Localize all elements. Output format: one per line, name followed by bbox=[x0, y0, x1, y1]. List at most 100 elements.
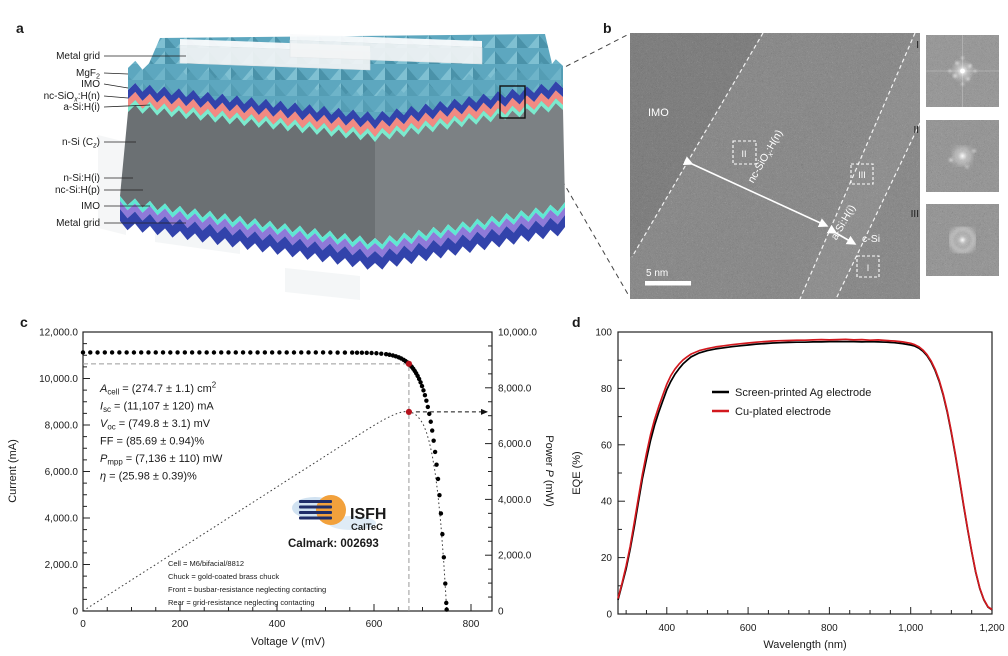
logo-isfh-text: ISFH bbox=[350, 506, 386, 523]
label-ncsih: nc-Si:H(p) bbox=[55, 185, 100, 196]
iv-curve-points bbox=[80, 350, 449, 612]
svg-text:12,000.0: 12,000.0 bbox=[39, 328, 78, 339]
panel-a-leader-lines bbox=[103, 55, 186, 224]
tem-box-label-iii: III bbox=[858, 170, 866, 180]
power-curve bbox=[82, 410, 448, 612]
svg-text:1,000: 1,000 bbox=[898, 623, 923, 634]
param-area: Acell = (274.7 ± 1.1) cm2 bbox=[99, 381, 216, 397]
d-ticks bbox=[618, 331, 973, 614]
svg-text:6,000.0: 6,000.0 bbox=[498, 439, 532, 450]
scale-bar bbox=[645, 281, 691, 286]
tem-label-csi: c-Si bbox=[862, 233, 880, 245]
layer-boundary-lines bbox=[631, 32, 921, 300]
svg-text:4,000.0: 4,000.0 bbox=[498, 495, 532, 506]
eqe-chart: 400 600 800 1,000 1,200 0 20 40 60 80 100 bbox=[595, 328, 1005, 635]
svg-text:2,000.0: 2,000.0 bbox=[45, 560, 79, 571]
panel-d-letter: d bbox=[572, 314, 581, 330]
svg-text:10,000.0: 10,000.0 bbox=[39, 374, 78, 385]
param-voc: Voc = (749.8 ± 3.1) mV bbox=[100, 418, 211, 432]
svg-text:200: 200 bbox=[172, 619, 189, 630]
svg-text:4,000.0: 4,000.0 bbox=[45, 514, 79, 525]
zoom-region-box bbox=[499, 85, 526, 119]
label-mgf2: MgF2 bbox=[76, 68, 100, 81]
legend-label-ag: Screen-printed Ag electrode bbox=[735, 387, 871, 399]
d-tick-labels: 400 600 800 1,000 1,200 0 20 40 60 80 100 bbox=[595, 328, 1005, 635]
fft-inset-iii bbox=[926, 204, 999, 276]
svg-text:0: 0 bbox=[606, 610, 612, 621]
label-metal-grid-bottom: Metal grid bbox=[56, 218, 100, 229]
label-nsi-cz: n-Si (Cz) bbox=[62, 137, 100, 150]
param-isc: Isc = (11,107 ± 120) mA bbox=[100, 401, 214, 415]
svg-text:1,200: 1,200 bbox=[979, 623, 1004, 634]
d-xaxis-title: Wavelength (nm) bbox=[763, 639, 846, 651]
cell-parameters: Acell = (274.7 ± 1.1) cm2 Isc = (11,107 … bbox=[99, 381, 223, 483]
svg-text:8,000.0: 8,000.0 bbox=[45, 421, 79, 432]
svg-text:600: 600 bbox=[366, 619, 383, 630]
panel-a-letter: a bbox=[16, 20, 24, 36]
tem-box-label-i: I bbox=[867, 263, 870, 273]
footnote-cell: Cell = M6/bifacial/8812 bbox=[168, 559, 244, 568]
label-ncsiox: nc-SiOx:H(n) bbox=[44, 91, 100, 104]
fft-inset-i bbox=[926, 35, 999, 107]
solar-cell-schematic bbox=[98, 34, 565, 300]
logo-bars-icon bbox=[299, 500, 332, 520]
label-imo-bottom: IMO bbox=[81, 201, 100, 212]
svg-text:100: 100 bbox=[595, 328, 612, 339]
label-asi: a-Si:H(i) bbox=[63, 102, 100, 113]
fft-inset-ii bbox=[926, 120, 999, 192]
label-imo-top: IMO bbox=[81, 79, 100, 90]
svg-text:6,000.0: 6,000.0 bbox=[45, 467, 79, 478]
label-nsih: n-Si:H(i) bbox=[63, 173, 100, 184]
svg-text:600: 600 bbox=[740, 623, 757, 634]
c-tick-labels: 0 200 400 600 800 0 2,000.0 4,000.0 6,000.0 8,000… bbox=[39, 328, 537, 631]
eqe-curve-ag bbox=[617, 340, 993, 611]
svg-text:20: 20 bbox=[601, 553, 613, 564]
svg-text:2,000.0: 2,000.0 bbox=[498, 551, 532, 562]
c-ticks bbox=[83, 331, 492, 611]
svg-text:800: 800 bbox=[821, 623, 838, 634]
mpp-marker-power bbox=[405, 408, 413, 416]
fft-region-boxes bbox=[732, 140, 880, 278]
thickness-arrows bbox=[682, 156, 857, 245]
svg-text:400: 400 bbox=[658, 623, 675, 634]
tem-box-label-ii: II bbox=[741, 149, 746, 159]
param-ff: FF = (85.69 ± 0.94)% bbox=[100, 436, 204, 448]
panel-c-letter: c bbox=[20, 314, 28, 330]
c-xaxis-title: Voltage V (mV) bbox=[251, 636, 325, 648]
footnote-chuck: Chuck = gold-coated brass chuck bbox=[168, 572, 279, 581]
mpp-marker-iv bbox=[405, 360, 413, 367]
logo-caltec-text: CalTeC bbox=[351, 522, 383, 533]
measurement-footnotes: Cell = M6/bifacial/8812 Chuck = gold-coa… bbox=[168, 559, 326, 607]
label-metal-grid-top: Metal grid bbox=[56, 51, 100, 62]
inset-label-ii: II bbox=[913, 125, 919, 136]
calmark-number: Calmark: 002693 bbox=[288, 538, 379, 550]
panel-a-layer-labels: Metal grid MgF2 IMO nc-SiOx:H(n) a-Si:H(… bbox=[44, 51, 101, 229]
isfh-caltec-logo: ISFH CalTeC bbox=[292, 495, 386, 533]
svg-text:800: 800 bbox=[463, 619, 480, 630]
c-yaxis-left-title: Current (mA) bbox=[7, 439, 19, 503]
inset-label-i: I bbox=[916, 40, 919, 51]
footnote-front: Front = busbar-resistance neglecting con… bbox=[168, 585, 326, 594]
eqe-legend: Screen-printed Ag electrode Cu-plated el… bbox=[712, 387, 871, 418]
svg-text:8,000.0: 8,000.0 bbox=[498, 383, 532, 394]
param-pmpp: Pmpp = (7,136 ± 110) mW bbox=[100, 453, 223, 467]
svg-text:80: 80 bbox=[601, 384, 613, 395]
footnote-rear: Rear = grid-resistance neglecting contac… bbox=[168, 598, 315, 607]
param-efficiency: η = (25.98 ± 0.39)% bbox=[100, 471, 197, 483]
eqe-curve-cu bbox=[617, 338, 993, 611]
svg-text:0: 0 bbox=[80, 619, 86, 630]
inset-label-iii: III bbox=[911, 209, 919, 220]
iv-power-chart: 0 200 400 600 800 0 2,000.0 4,000.0 6,000.0 8,000… bbox=[39, 328, 537, 631]
tem-label-imo: IMO bbox=[648, 107, 669, 119]
legend-label-cu: Cu-plated electrode bbox=[735, 406, 831, 418]
svg-text:60: 60 bbox=[601, 440, 613, 451]
panel-b-letter: b bbox=[603, 20, 612, 36]
fft-insets: I II III bbox=[911, 35, 999, 276]
c-yaxis-right-title: Power P (mW) bbox=[543, 435, 555, 507]
svg-text:10,000.0: 10,000.0 bbox=[498, 328, 537, 339]
tem-image: IMO nc-SiOx:H(n) a-Si:H(i) c-Si II III I… bbox=[630, 32, 921, 300]
scale-bar-label: 5 nm bbox=[646, 268, 668, 279]
svg-text:0: 0 bbox=[72, 607, 78, 618]
